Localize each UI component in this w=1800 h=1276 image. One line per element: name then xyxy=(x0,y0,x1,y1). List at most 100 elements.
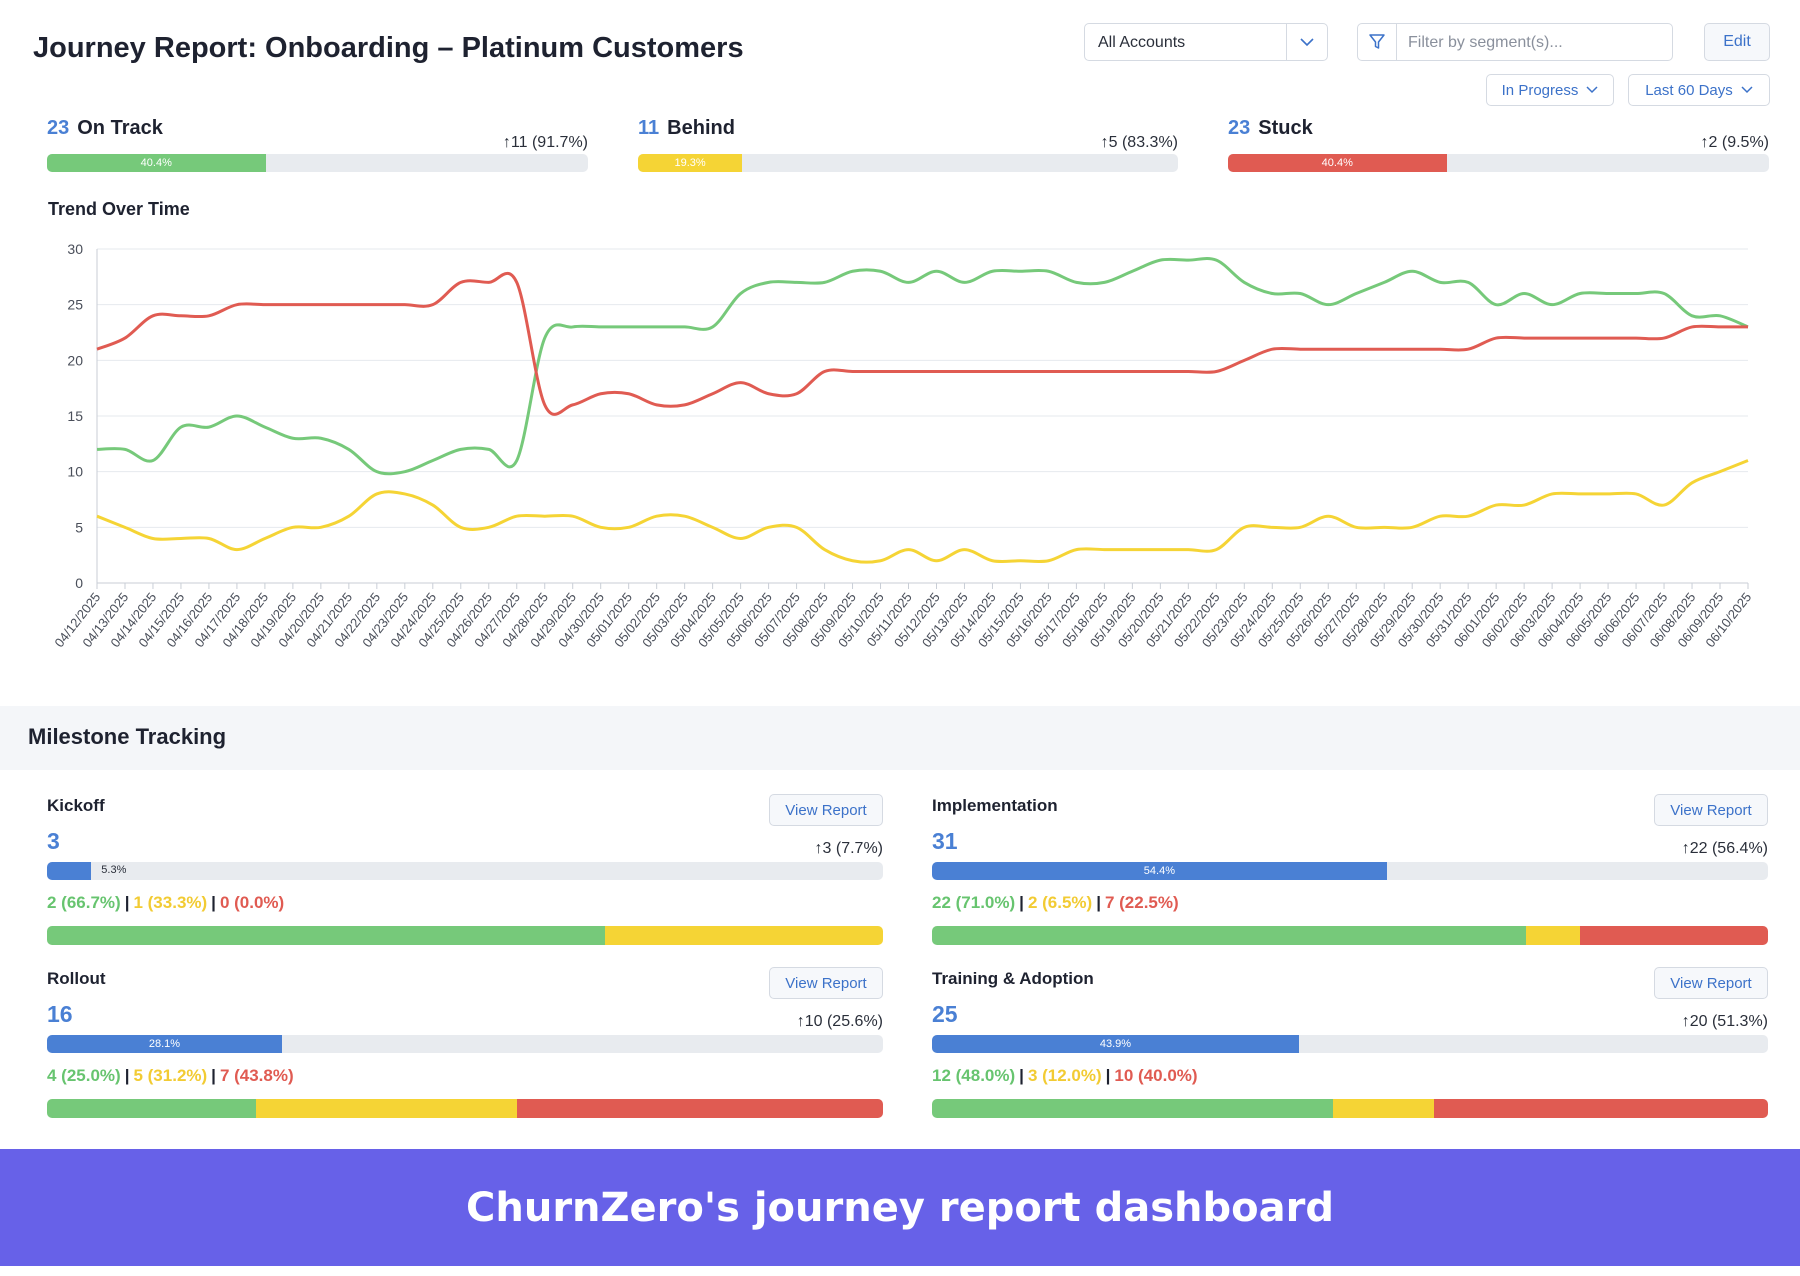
milestone-progress-fill: 43.9% xyxy=(932,1035,1299,1053)
milestone-progress-label: 5.3% xyxy=(101,864,127,876)
y-tick-label: 0 xyxy=(75,575,83,591)
milestone-progress-fill: 28.1% xyxy=(47,1035,282,1053)
status-count: 11 xyxy=(638,117,660,139)
on-track-count: 4 (25.0%) xyxy=(47,1066,121,1085)
view-report-button[interactable]: View Report xyxy=(769,794,883,826)
milestone-progress-bar: 5.3% xyxy=(47,862,883,880)
account-select[interactable]: All Accounts xyxy=(1084,23,1328,61)
caption-text: ChurnZero's journey report dashboard xyxy=(466,1184,1334,1231)
milestone-section-title: Milestone Tracking xyxy=(28,724,227,749)
caption-banner: ChurnZero's journey report dashboard xyxy=(0,1149,1800,1266)
behind-segment xyxy=(1525,926,1580,945)
on-track-segment xyxy=(47,1099,256,1118)
stuck-segment xyxy=(1579,926,1768,945)
milestone-change: ↑20 (51.3%) xyxy=(1681,1013,1768,1030)
on-track-count: 22 (71.0%) xyxy=(932,893,1016,912)
behind-count: 1 (33.3%) xyxy=(133,893,208,912)
chevron-down-icon[interactable] xyxy=(1286,24,1327,60)
date-range-label: Last 60 Days xyxy=(1645,81,1733,99)
milestone-change: ↑3 (7.7%) xyxy=(814,840,883,857)
chevron-down-icon xyxy=(1741,86,1753,94)
status-bar-fill: 40.4% xyxy=(47,154,266,172)
behind-segment xyxy=(256,1099,517,1118)
milestone-progress-bar: 28.1% xyxy=(47,1035,883,1053)
milestone-breakdown: 12 (48.0%) | 3 (12.0%) | 10 (40.0%) xyxy=(932,1066,1198,1085)
status-change: ↑5 (83.3%) xyxy=(1100,134,1178,151)
edit-button[interactable]: Edit xyxy=(1704,23,1770,61)
status-bar: 40.4% xyxy=(47,154,588,172)
stuck-count: 0 (0.0%) xyxy=(219,893,285,912)
trend-title: Trend Over Time xyxy=(48,199,190,219)
trend-line-chart: 05101520253004/12/202504/13/202504/14/20… xyxy=(51,241,1754,650)
milestone-count: 16 xyxy=(47,1001,73,1027)
milestone-progress-bar: 43.9% xyxy=(932,1035,1768,1053)
y-tick-label: 25 xyxy=(67,297,83,313)
chevron-down-icon xyxy=(1586,86,1598,94)
account-select-value: All Accounts xyxy=(1098,34,1186,51)
view-report-button[interactable]: View Report xyxy=(769,967,883,999)
milestone-status-bar xyxy=(932,1099,1768,1118)
series-line-2 xyxy=(96,459,1749,564)
behind-segment xyxy=(1333,1099,1434,1118)
behind-segment xyxy=(604,926,883,945)
view-report-button[interactable]: View Report xyxy=(1654,967,1768,999)
milestone-title: Kickoff xyxy=(47,796,105,815)
status-head: 23 On Track xyxy=(47,117,163,140)
milestone-status-bar xyxy=(47,1099,883,1118)
on-track-segment xyxy=(47,926,605,945)
date-range-dropdown[interactable]: Last 60 Days xyxy=(1628,74,1770,106)
stuck-count: 7 (43.8%) xyxy=(219,1066,294,1085)
series-line-1 xyxy=(96,271,1748,416)
status-bar-fill: 40.4% xyxy=(1228,154,1447,172)
stuck-count: 10 (40.0%) xyxy=(1114,1066,1198,1085)
segment-filter[interactable] xyxy=(1357,23,1673,61)
milestone-status-bar xyxy=(932,926,1768,945)
status-filter-dropdown[interactable]: In Progress xyxy=(1486,74,1614,106)
status-label: Stuck xyxy=(1258,117,1313,139)
milestone-breakdown: 4 (25.0%) | 5 (31.2%) | 7 (43.8%) xyxy=(47,1066,294,1085)
status-bar: 40.4% xyxy=(1228,154,1769,172)
y-tick-label: 5 xyxy=(75,519,83,535)
y-tick-label: 15 xyxy=(67,408,83,424)
on-track-segment xyxy=(932,1099,1334,1118)
status-count: 23 xyxy=(47,117,70,139)
milestone-progress-fill xyxy=(47,862,92,880)
milestone-title: Implementation xyxy=(932,796,1058,815)
status-label: Behind xyxy=(667,117,735,139)
page-title: Journey Report: Onboarding – Platinum Cu… xyxy=(33,32,744,64)
milestone-breakdown: 2 (66.7%) | 1 (33.3%) | 0 (0.0%) xyxy=(47,893,285,912)
status-filter-label: In Progress xyxy=(1501,81,1579,99)
on-track-count: 2 (66.7%) xyxy=(47,893,121,912)
y-tick-label: 10 xyxy=(67,464,83,480)
milestone-title: Training & Adoption xyxy=(932,969,1094,988)
milestone-section-header xyxy=(0,706,1800,770)
filter-icon xyxy=(1358,24,1397,60)
y-tick-label: 30 xyxy=(67,241,83,257)
milestone-progress-bar: 54.4% xyxy=(932,862,1768,880)
behind-count: 5 (31.2%) xyxy=(133,1066,208,1085)
behind-count: 3 (12.0%) xyxy=(1027,1066,1102,1085)
status-bar-fill: 19.3% xyxy=(638,154,743,172)
behind-count: 2 (6.5%) xyxy=(1027,893,1093,912)
status-change: ↑2 (9.5%) xyxy=(1700,134,1769,151)
view-report-button[interactable]: View Report xyxy=(1654,794,1768,826)
stuck-count: 7 (22.5%) xyxy=(1104,893,1179,912)
milestone-progress-fill: 54.4% xyxy=(932,862,1387,880)
stuck-segment xyxy=(1433,1099,1768,1118)
status-label: On Track xyxy=(77,117,163,139)
series-line-0 xyxy=(96,257,1749,476)
status-bar: 19.3% xyxy=(638,154,1178,172)
segment-filter-input[interactable] xyxy=(1406,31,1665,55)
milestone-title: Rollout xyxy=(47,969,106,988)
on-track-count: 12 (48.0%) xyxy=(932,1066,1016,1085)
milestone-status-bar xyxy=(47,926,883,945)
milestone-change: ↑10 (25.6%) xyxy=(796,1013,883,1030)
milestone-count: 3 xyxy=(47,828,60,854)
status-count: 23 xyxy=(1228,117,1251,139)
y-tick-label: 20 xyxy=(67,352,83,368)
status-head: 23 Stuck xyxy=(1228,117,1313,140)
status-change: ↑11 (91.7%) xyxy=(502,134,588,151)
stuck-segment xyxy=(516,1099,883,1118)
milestone-change: ↑22 (56.4%) xyxy=(1681,840,1768,857)
milestone-count: 31 xyxy=(932,828,958,854)
